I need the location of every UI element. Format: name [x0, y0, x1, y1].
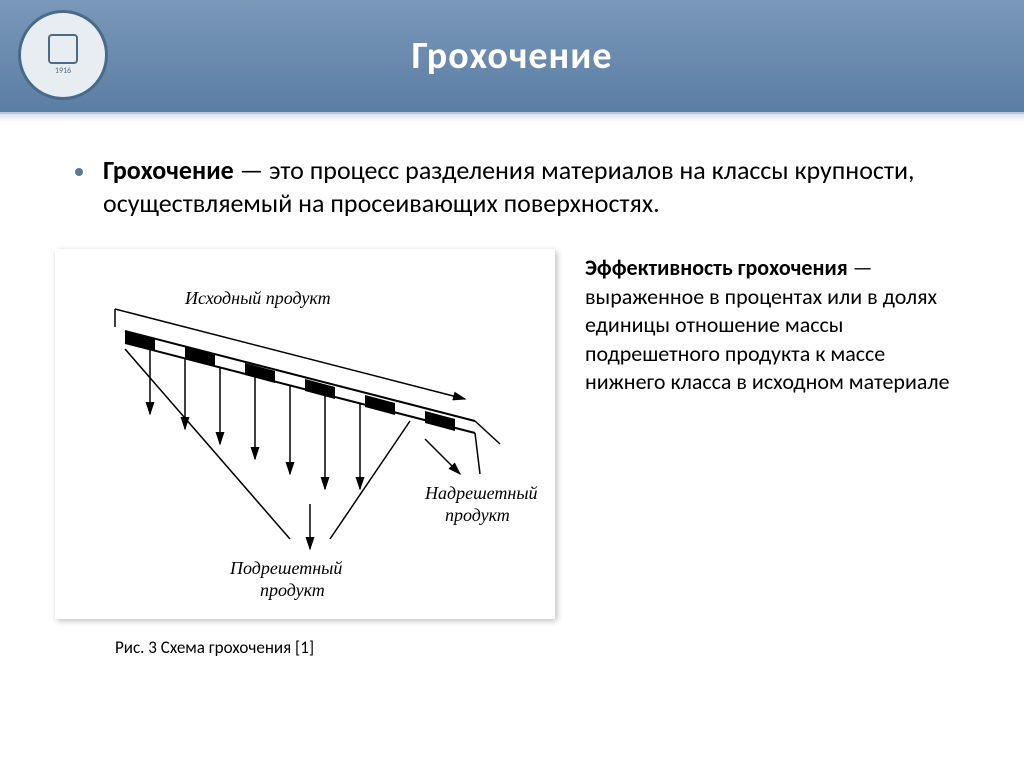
university-logo: 1916: [18, 10, 108, 100]
definition-bullet: Грохочение — это процесс разделения мате…: [75, 154, 969, 219]
slide-header: 1916 Грохочение: [0, 0, 1024, 112]
slide-title: Грохочение: [411, 33, 612, 79]
efficiency-term: Эффективность грохочения: [585, 254, 848, 281]
definition-term: Грохочение: [103, 154, 234, 186]
screening-diagram: Исходный продукт: [55, 249, 555, 619]
definition-text: Грохочение — это процесс разделения мате…: [103, 154, 969, 219]
bullet-icon: [75, 168, 83, 176]
slide-content: Грохочение — это процесс разделения мате…: [0, 112, 1024, 767]
diagram-caption: Рис. 3 Схема грохочения [1]: [115, 637, 555, 658]
efficiency-column: Эффективность грохочения — выраженное в …: [585, 249, 969, 397]
diagram-column: Исходный продукт: [55, 249, 555, 658]
diagram-label-under-2: продукт: [260, 580, 325, 600]
diagram-label-over-2: продукт: [445, 505, 510, 525]
screen-surface: [125, 331, 475, 433]
diagram-label-under-1: Подрешетный: [229, 558, 342, 578]
two-column-layout: Исходный продукт: [55, 249, 969, 658]
diagram-label-over-1: Надрешетный: [424, 483, 538, 503]
diagram-label-input: Исходный продукт: [184, 288, 331, 308]
efficiency-text: Эффективность грохочения — выраженное в …: [585, 254, 969, 397]
logo-year: 1916: [55, 66, 71, 76]
